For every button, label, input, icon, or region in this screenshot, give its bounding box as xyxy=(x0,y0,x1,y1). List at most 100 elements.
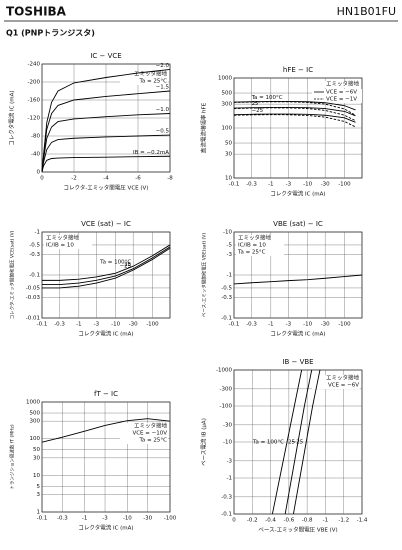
y-tick-label: -10 xyxy=(223,440,232,446)
series-line xyxy=(271,369,303,515)
y-tick-label: -0.1 xyxy=(221,316,232,322)
series-line xyxy=(41,90,171,173)
series-label: −1.5 xyxy=(156,85,170,91)
annotation-bg xyxy=(120,423,168,430)
y-axis-label: ベース-エミッタ間飽和電圧 VBE(sat) (V) xyxy=(201,233,208,317)
annotation: Ta = 25°C xyxy=(237,250,266,256)
legend-bg xyxy=(312,89,362,96)
x-tick-label: -3 xyxy=(94,322,100,328)
chart-title: fT − IC xyxy=(94,390,118,398)
y-tick-label: -1000 xyxy=(216,368,232,374)
series-line xyxy=(233,274,363,285)
x-tick-label: -30 xyxy=(143,516,152,522)
annotation: エミッタ接地 xyxy=(134,70,168,78)
annotation-bg xyxy=(236,249,284,256)
series-label: −1.0 xyxy=(156,107,170,113)
y-tick-label: -5 xyxy=(227,242,233,248)
series-label: 25 xyxy=(252,101,259,107)
x-tick-label: -4 xyxy=(103,176,109,182)
annotation-bg xyxy=(312,375,360,382)
annotation-bg xyxy=(120,78,168,85)
y-tick-label: 500 xyxy=(222,91,233,97)
x-axis-label: ベース-エミッタ間電圧 VBE (V) xyxy=(258,526,337,534)
legend-bg xyxy=(312,96,362,103)
annotation-bg xyxy=(312,382,360,389)
x-tick-label: -6 xyxy=(135,176,141,182)
y-tick-label: 100 xyxy=(222,126,233,132)
annotation-bg xyxy=(236,235,284,242)
x-tick-label: -10 xyxy=(303,322,312,328)
x-tick-label: -0.4 xyxy=(265,518,276,524)
annotation-bg xyxy=(236,242,284,249)
y-tick-label: -0.1 xyxy=(29,273,40,279)
x-tick-label: -100 xyxy=(146,322,159,328)
annotation: エミッタ接地 xyxy=(326,80,360,88)
series-line xyxy=(42,246,171,285)
series-label: Ta = 100°C xyxy=(251,95,283,101)
x-tick-label: 0 xyxy=(232,518,236,524)
annotation: エミッタ接地 xyxy=(134,422,168,430)
series-label: −25 xyxy=(292,440,304,446)
series-label: 25 xyxy=(288,440,295,446)
x-tick-label: -1 xyxy=(268,322,273,328)
x-tick-label: -100 xyxy=(338,322,351,328)
y-tick-label: 1000 xyxy=(26,400,40,406)
y-tick-label: -3 xyxy=(227,458,233,464)
y-tick-label: 300 xyxy=(222,102,233,108)
series-label: −25 xyxy=(252,108,264,114)
x-tick-label: -10 xyxy=(123,516,132,522)
x-tick-label: -1.2 xyxy=(338,518,349,524)
series-label: −0.5 xyxy=(156,129,170,135)
series-label: −2.0 xyxy=(156,63,170,69)
y-tick-label: -100 xyxy=(220,404,233,410)
chart-title: VCE (sat) − IC xyxy=(81,220,131,228)
y-tick-label: -80 xyxy=(31,134,40,140)
y-tick-label: 5 xyxy=(37,484,41,490)
y-tick-label: 3 xyxy=(37,492,41,498)
y-tick-label: -0.3 xyxy=(29,252,40,258)
annotation: Ta = 25°C xyxy=(138,79,167,85)
annotation-bg xyxy=(120,430,168,437)
y-tick-label: -1 xyxy=(227,476,232,482)
y-tick-label: 300 xyxy=(30,419,41,425)
annotation: Ta = 25°C xyxy=(138,438,167,444)
y-tick-label: -0.05 xyxy=(26,285,41,291)
x-tick-label: -0.3 xyxy=(246,182,257,188)
chart-title: IB − VBE xyxy=(282,358,313,366)
x-tick-label: -3 xyxy=(102,516,108,522)
x-axis-label: コレクタ電流 IC (mA) xyxy=(78,330,133,338)
annotation: エミッタ接地 xyxy=(238,234,272,242)
y-axis-label: トランジション周波数 fT (MHz) xyxy=(9,424,16,490)
x-tick-label: -1 xyxy=(323,518,328,524)
annotation: VCE = −10V xyxy=(132,431,167,437)
y-tick-label: 30 xyxy=(225,152,232,158)
x-tick-label: -0.1 xyxy=(37,516,48,522)
chart: IB − VBE ベース-エミッタ間電圧 VBE (V) ベース電流 IB (μA)… xyxy=(200,358,368,534)
plot-frame xyxy=(41,401,171,513)
y-tick-label: 30 xyxy=(33,455,40,461)
y-tick-label: -0.5 xyxy=(221,285,232,291)
y-tick-label: 100 xyxy=(30,436,41,442)
y-tick-label: -0.01 xyxy=(26,316,40,322)
chart-title: hFE − IC xyxy=(283,66,313,74)
annotation-bg xyxy=(44,235,92,242)
x-tick-label: -0.1 xyxy=(37,322,48,328)
series-label: Ta = 100°C xyxy=(99,260,131,266)
y-axis-label: コレクタ電流 IC (mA) xyxy=(8,90,16,145)
y-tick-label: -120 xyxy=(28,116,41,122)
chart-title: VBE (sat) − IC xyxy=(273,220,323,228)
x-tick-label: -1 xyxy=(82,516,87,522)
y-tick-label: 500 xyxy=(30,411,41,417)
annotation-bg xyxy=(312,81,360,88)
x-tick-label: -0.8 xyxy=(302,518,313,524)
series-label: −25 xyxy=(120,264,132,270)
y-tick-label: 10 xyxy=(33,473,40,479)
y-tick-label: -40 xyxy=(31,152,40,158)
y-tick-label: 1 xyxy=(37,510,41,516)
series-line xyxy=(42,247,171,289)
series-line xyxy=(233,107,356,122)
y-tick-label: -300 xyxy=(220,386,233,392)
annotation: エミッタ接地 xyxy=(46,234,80,242)
y-axis-label: コレクタ-エミッタ間飽和電圧 VCE(sat) (V) xyxy=(9,230,16,319)
y-tick-label: -10 xyxy=(223,230,232,236)
